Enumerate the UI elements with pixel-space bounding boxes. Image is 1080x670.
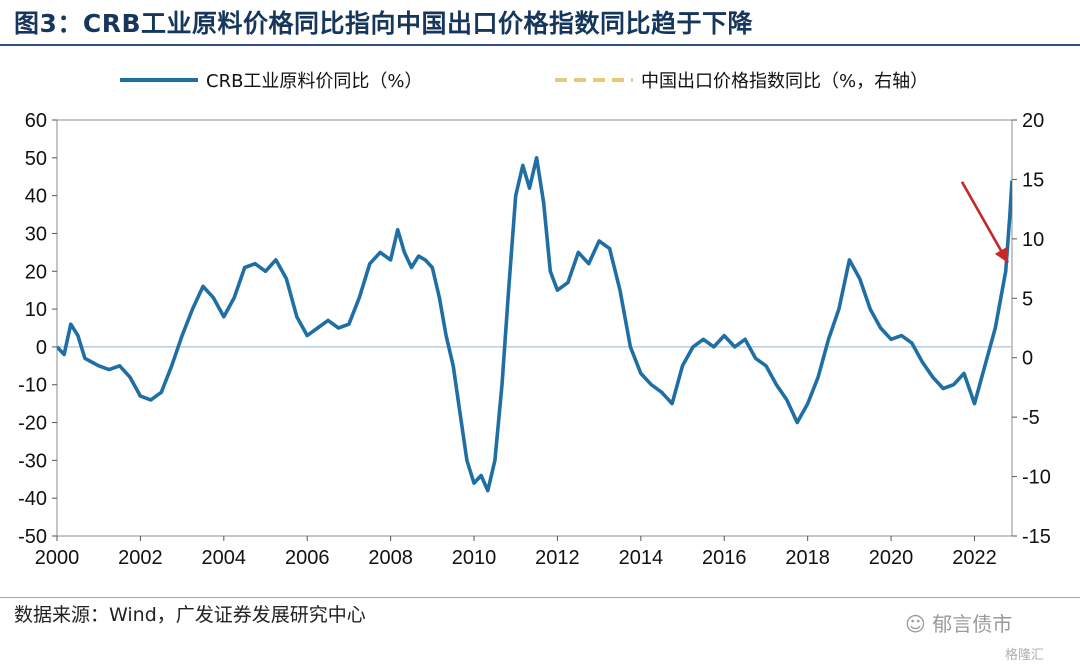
watermark-gelonghui: 格隆汇 bbox=[1005, 648, 1045, 663]
series-crb-line bbox=[57, 156, 1012, 493]
x-tick-label: 2006 bbox=[285, 547, 330, 569]
y-right-tick-label: 10 bbox=[1022, 229, 1044, 251]
source-rule bbox=[0, 597, 1080, 598]
y-right-tick-label: 15 bbox=[1022, 169, 1044, 191]
trend-arrow-head bbox=[994, 246, 1008, 263]
y-left-tick-label: 0 bbox=[36, 337, 47, 359]
y-left-tick-label: -10 bbox=[18, 375, 47, 397]
y-left-tick-label: 50 bbox=[25, 148, 47, 170]
title-rule bbox=[0, 44, 1080, 46]
x-tick-label: 2018 bbox=[785, 547, 830, 569]
x-tick-label: 2004 bbox=[202, 547, 247, 569]
y-right-tick-label: 20 bbox=[1022, 110, 1044, 132]
x-tick-label: 2008 bbox=[368, 547, 413, 569]
y-right-tick-label: -15 bbox=[1022, 526, 1051, 548]
y-left-tick-label: 10 bbox=[25, 299, 47, 321]
x-tick-label: 2012 bbox=[535, 547, 580, 569]
y-left-tick-label: 40 bbox=[25, 186, 47, 208]
x-tick-label: 2016 bbox=[702, 547, 747, 569]
watermark-text: 郁言债市 bbox=[932, 612, 1013, 636]
y-left-tick-label: 30 bbox=[25, 223, 47, 245]
legend-crb-label: CRB工业原料价同比（%） bbox=[206, 71, 423, 92]
trend-arrow-shaft bbox=[960, 181, 1009, 264]
axes: 6050403020100-10-20-30-40-5020151050-5-1… bbox=[18, 110, 1051, 569]
y-right-tick-label: 5 bbox=[1022, 288, 1033, 310]
x-tick-label: 2020 bbox=[869, 547, 914, 569]
x-tick-label: 2010 bbox=[452, 547, 497, 569]
x-tick-label: 2014 bbox=[619, 547, 664, 569]
dual-axis-line-chart: CRB工业原料价同比（%） 中国出口价格指数同比（%，右轴） 605040302… bbox=[18, 71, 1051, 569]
watermark-wechat: ☺ 郁言债市 bbox=[905, 608, 1012, 637]
y-left-tick-label: -30 bbox=[18, 450, 47, 472]
legend: CRB工业原料价同比（%） 中国出口价格指数同比（%，右轴） bbox=[120, 71, 928, 92]
plot-area bbox=[57, 156, 1012, 493]
x-tick-label: 2002 bbox=[118, 547, 163, 569]
y-left-tick-label: 60 bbox=[25, 110, 47, 132]
y-right-tick-label: -5 bbox=[1022, 407, 1040, 429]
y-left-tick-label: -50 bbox=[18, 526, 47, 548]
plot-frame bbox=[56, 119, 1013, 537]
y-left-tick-label: 20 bbox=[25, 261, 47, 283]
source-note: 数据来源：Wind，广发证券发展研究中心 bbox=[14, 604, 366, 626]
x-tick-label: 2000 bbox=[35, 547, 80, 569]
legend-export-label: 中国出口价格指数同比（%，右轴） bbox=[641, 71, 928, 92]
chart-title: 图3：CRB工业原料价格同比指向中国出口价格指数同比趋于下降 bbox=[14, 9, 754, 38]
x-tick-label: 2022 bbox=[952, 547, 997, 569]
y-left-tick-label: -20 bbox=[18, 413, 47, 435]
y-right-tick-label: -10 bbox=[1022, 467, 1051, 489]
wechat-icon: ☺ bbox=[905, 612, 926, 636]
y-left-tick-label: -40 bbox=[18, 488, 47, 510]
y-right-tick-label: 0 bbox=[1022, 348, 1033, 370]
